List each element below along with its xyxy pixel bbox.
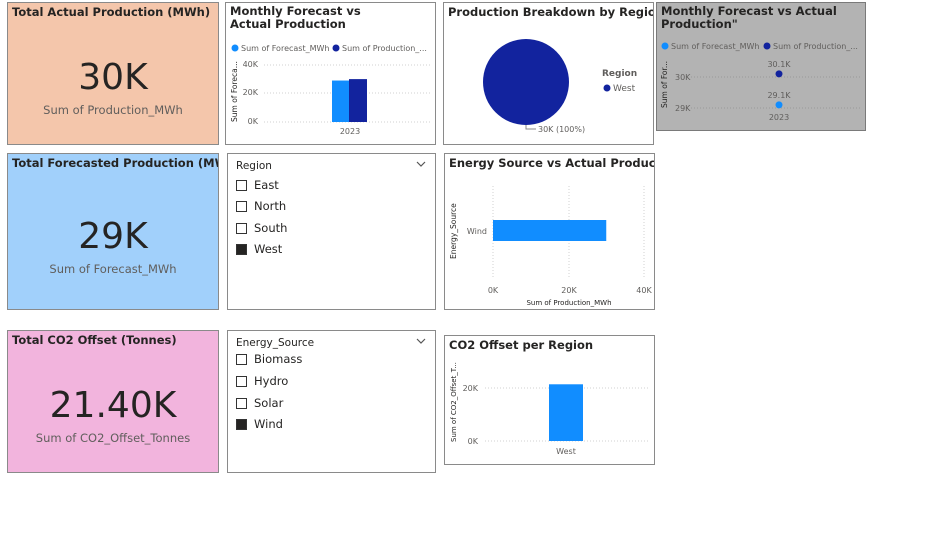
x-tick-label: 0K bbox=[488, 286, 499, 295]
point-actual-2023[interactable] bbox=[775, 70, 783, 78]
slicer-item-label: South bbox=[254, 221, 288, 235]
kpi-title: Total Actual Production (MWh) bbox=[12, 5, 211, 19]
y-tick-label: 20K bbox=[243, 88, 259, 97]
y-axis-title: Sum of CO2_Offset_T... bbox=[450, 362, 458, 442]
co2-offset-bar-chart[interactable]: CO2 Offset per Region Sum of CO2_Offset_… bbox=[444, 335, 655, 465]
slicer-item-label: Hydro bbox=[254, 374, 289, 388]
slicer-item-label: Wind bbox=[254, 417, 283, 431]
slicer-item-south[interactable]: South bbox=[236, 220, 287, 236]
slicer-item-biomass[interactable]: Biomass bbox=[236, 351, 302, 367]
monthly-forecast-bar-chart[interactable]: Monthly Forecast vs Actual Production Su… bbox=[225, 2, 436, 145]
slicer-item-east[interactable]: East bbox=[236, 177, 279, 193]
checkbox[interactable] bbox=[236, 397, 247, 409]
chart-title: Production Breakdown by Region bbox=[448, 5, 654, 19]
kpi-title: Total Forecasted Production (MWh) bbox=[12, 156, 219, 170]
bar-west[interactable] bbox=[549, 384, 583, 441]
co2-bar-svg: Sum of CO2_Offset_T... 20K 0K West bbox=[450, 362, 650, 456]
legend-label-forecast: Sum of Forecast_MWh bbox=[671, 42, 759, 51]
legend-label-actual: Sum of Production_... bbox=[342, 44, 427, 53]
kpi-value: 21.40K bbox=[49, 385, 177, 426]
x-tick-label: 20K bbox=[561, 286, 577, 295]
kpi-label: Sum of Forecast_MWh bbox=[49, 262, 177, 276]
bar-actual-2023[interactable] bbox=[349, 79, 367, 122]
y-tick-label: 29K bbox=[675, 104, 691, 113]
slicer-item-solar[interactable]: Solar bbox=[236, 395, 283, 411]
slicer-item-wind[interactable]: Wind bbox=[236, 416, 283, 432]
chevron-down-icon[interactable] bbox=[415, 335, 427, 347]
slicer-item-label: Solar bbox=[254, 396, 284, 410]
data-label-forecast: 29.1K bbox=[767, 91, 791, 100]
kpi-label: Sum of CO2_Offset_Tonnes bbox=[35, 431, 191, 445]
slicer-item-label: West bbox=[254, 242, 283, 256]
pie-legend-marker bbox=[603, 84, 611, 92]
checkbox[interactable] bbox=[236, 222, 247, 234]
production-by-region-pie-chart[interactable]: Production Breakdown by Region 30K (100%… bbox=[443, 2, 654, 145]
checkbox[interactable] bbox=[236, 375, 247, 387]
slicer-item-hydro[interactable]: Hydro bbox=[236, 373, 288, 389]
chart-title: Energy Source vs Actual Production bbox=[449, 156, 655, 170]
kpi-value: 29K bbox=[78, 216, 148, 257]
y-axis-title: Energy_Source bbox=[449, 203, 458, 259]
pie-legend-title: Region bbox=[602, 69, 637, 79]
x-tick-label: 2023 bbox=[769, 113, 789, 122]
slicer-item-label: Biomass bbox=[254, 352, 303, 366]
x-tick-label: 2023 bbox=[340, 127, 360, 136]
pie-leader-line bbox=[525, 125, 536, 130]
checkbox[interactable] bbox=[236, 418, 247, 430]
chart-title: CO2 Offset per Region bbox=[449, 338, 594, 352]
kpi-value: 30K bbox=[78, 57, 148, 98]
slicer-header: Region bbox=[236, 160, 272, 172]
y-tick-label: 0K bbox=[468, 437, 479, 446]
y-tick-label: 0K bbox=[248, 117, 259, 126]
legend-marker-forecast bbox=[231, 44, 239, 52]
checkbox[interactable] bbox=[236, 353, 247, 365]
legend-marker-forecast bbox=[661, 42, 669, 50]
bar-forecast-2023[interactable] bbox=[332, 80, 349, 122]
slicer-item-north[interactable]: North bbox=[236, 198, 286, 214]
slicer-header: Energy_Source bbox=[236, 337, 315, 349]
energy-source-slicer[interactable]: Energy_Source Biomass Hydro Solar Wind bbox=[227, 330, 436, 473]
kpi-title: Total CO2 Offset (Tonnes) bbox=[12, 333, 177, 347]
energy-source-bar-chart[interactable]: Energy Source vs Actual Production Energ… bbox=[444, 153, 655, 310]
slicer-item-west[interactable]: West bbox=[236, 241, 282, 257]
kpi-card-forecast-production[interactable]: Total Forecasted Production (MWh) 29K Su… bbox=[7, 153, 219, 310]
data-label-actual: 30.1K bbox=[767, 60, 791, 69]
kpi-label: Sum of Production_MWh bbox=[43, 103, 183, 117]
legend-marker-actual bbox=[332, 44, 340, 52]
chart-title: Monthly Forecast vs Actual Production bbox=[230, 4, 361, 31]
checkbox[interactable] bbox=[236, 243, 247, 255]
point-forecast-2023[interactable] bbox=[775, 101, 783, 109]
chevron-down-icon[interactable] bbox=[415, 158, 427, 170]
legend-marker-actual bbox=[763, 42, 771, 50]
legend-label-forecast: Sum of Forecast_MWh bbox=[241, 44, 329, 53]
x-tick-label: 40K bbox=[636, 286, 652, 295]
y-tick-label: 20K bbox=[463, 384, 479, 393]
y-tick-label: 40K bbox=[243, 60, 259, 69]
y-tick-label: Wind bbox=[467, 227, 487, 236]
kpi-card-actual-production[interactable]: Total Actual Production (MWh) 30K Sum of… bbox=[7, 2, 219, 145]
monthly-line-svg: Sum of Forecast_MWh Sum of Production_..… bbox=[660, 42, 862, 122]
energy-bar-svg: Energy_Source Wind 0K 20K 40K Sum of Pro… bbox=[449, 186, 652, 307]
y-tick-label: 30K bbox=[675, 73, 691, 82]
monthly-bar-svg: Sum of Forecast_MWh Sum of Production_..… bbox=[230, 44, 431, 136]
pie-data-label: 30K (100%) bbox=[538, 125, 585, 134]
pie-svg: 30K (100%) Region West bbox=[483, 39, 637, 134]
legend-label-actual: Sum of Production_... bbox=[773, 42, 858, 51]
kpi-card-co2-offset[interactable]: Total CO2 Offset (Tonnes) 21.40K Sum of … bbox=[7, 330, 219, 473]
bar-wind[interactable] bbox=[493, 220, 607, 241]
y-axis-title: Sum of Foreca... bbox=[230, 61, 239, 122]
pie-legend-item[interactable]: West bbox=[613, 84, 636, 94]
y-axis-title: Sum of For... bbox=[660, 61, 669, 108]
checkbox[interactable] bbox=[236, 200, 247, 212]
chart-title: Monthly Forecast vs Actual Production" bbox=[661, 4, 837, 31]
monthly-forecast-line-chart[interactable]: Monthly Forecast vs Actual Production" S… bbox=[656, 2, 866, 131]
slicer-item-label: North bbox=[254, 199, 287, 213]
slicer-item-label: East bbox=[254, 178, 279, 192]
x-axis-title: Sum of Production_MWh bbox=[526, 299, 611, 307]
region-slicer[interactable]: Region East North South West bbox=[227, 153, 436, 310]
pie-slice-west[interactable] bbox=[483, 39, 569, 125]
x-tick-label: West bbox=[556, 447, 576, 456]
checkbox[interactable] bbox=[236, 179, 247, 191]
